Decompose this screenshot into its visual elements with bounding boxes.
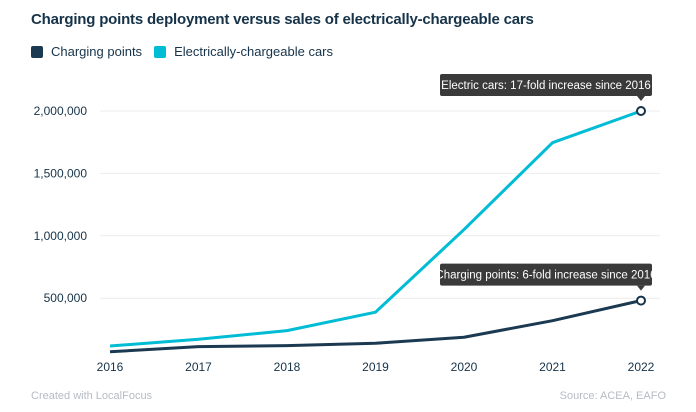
x-tick-label: 2019 (362, 360, 389, 374)
y-tick-label: 1,000,000 (34, 229, 88, 243)
y-tick-label: 2,000,000 (34, 104, 88, 118)
y-tick-label: 1,500,000 (34, 166, 88, 180)
legend: Charging points Electrically-chargeable … (31, 44, 345, 59)
legend-item-charging-points[interactable]: Charging points (31, 44, 142, 59)
y-tick-label: 500,000 (44, 291, 88, 305)
legend-label: Electrically-chargeable cars (174, 44, 334, 59)
x-tick-label: 2020 (451, 360, 478, 374)
legend-label: Charging points (51, 44, 143, 59)
data-point (636, 106, 646, 116)
annotation-text: Electric cars: 17-fold increase since 20… (441, 80, 651, 92)
source: Source: ACEA, EAFO (559, 390, 666, 402)
data-point (636, 295, 646, 306)
annotation-pointer (637, 96, 645, 101)
annotation-box (440, 263, 652, 286)
annotation-box (440, 74, 652, 96)
legend-swatch (31, 45, 43, 58)
x-tick-label: 2018 (274, 360, 301, 374)
x-tick-label: 2021 (539, 360, 566, 374)
legend-swatch (154, 45, 167, 58)
series-line-charging-points (109, 299, 642, 354)
x-tick-label: 2016 (97, 360, 124, 374)
annotation-text: Charging points: 6-fold increase since 2… (435, 270, 656, 282)
credit[interactable]: Created with LocalFocus (31, 390, 153, 402)
x-tick-label: 2017 (185, 360, 212, 374)
x-tick-label: 2022 (628, 360, 655, 374)
legend-item-electric-cars[interactable]: Electrically-chargeable cars (154, 44, 333, 59)
chart-title: Charging points deployment versus sales … (31, 11, 534, 28)
series-line-electric-cars (109, 109, 642, 348)
annotation-pointer (637, 285, 645, 291)
